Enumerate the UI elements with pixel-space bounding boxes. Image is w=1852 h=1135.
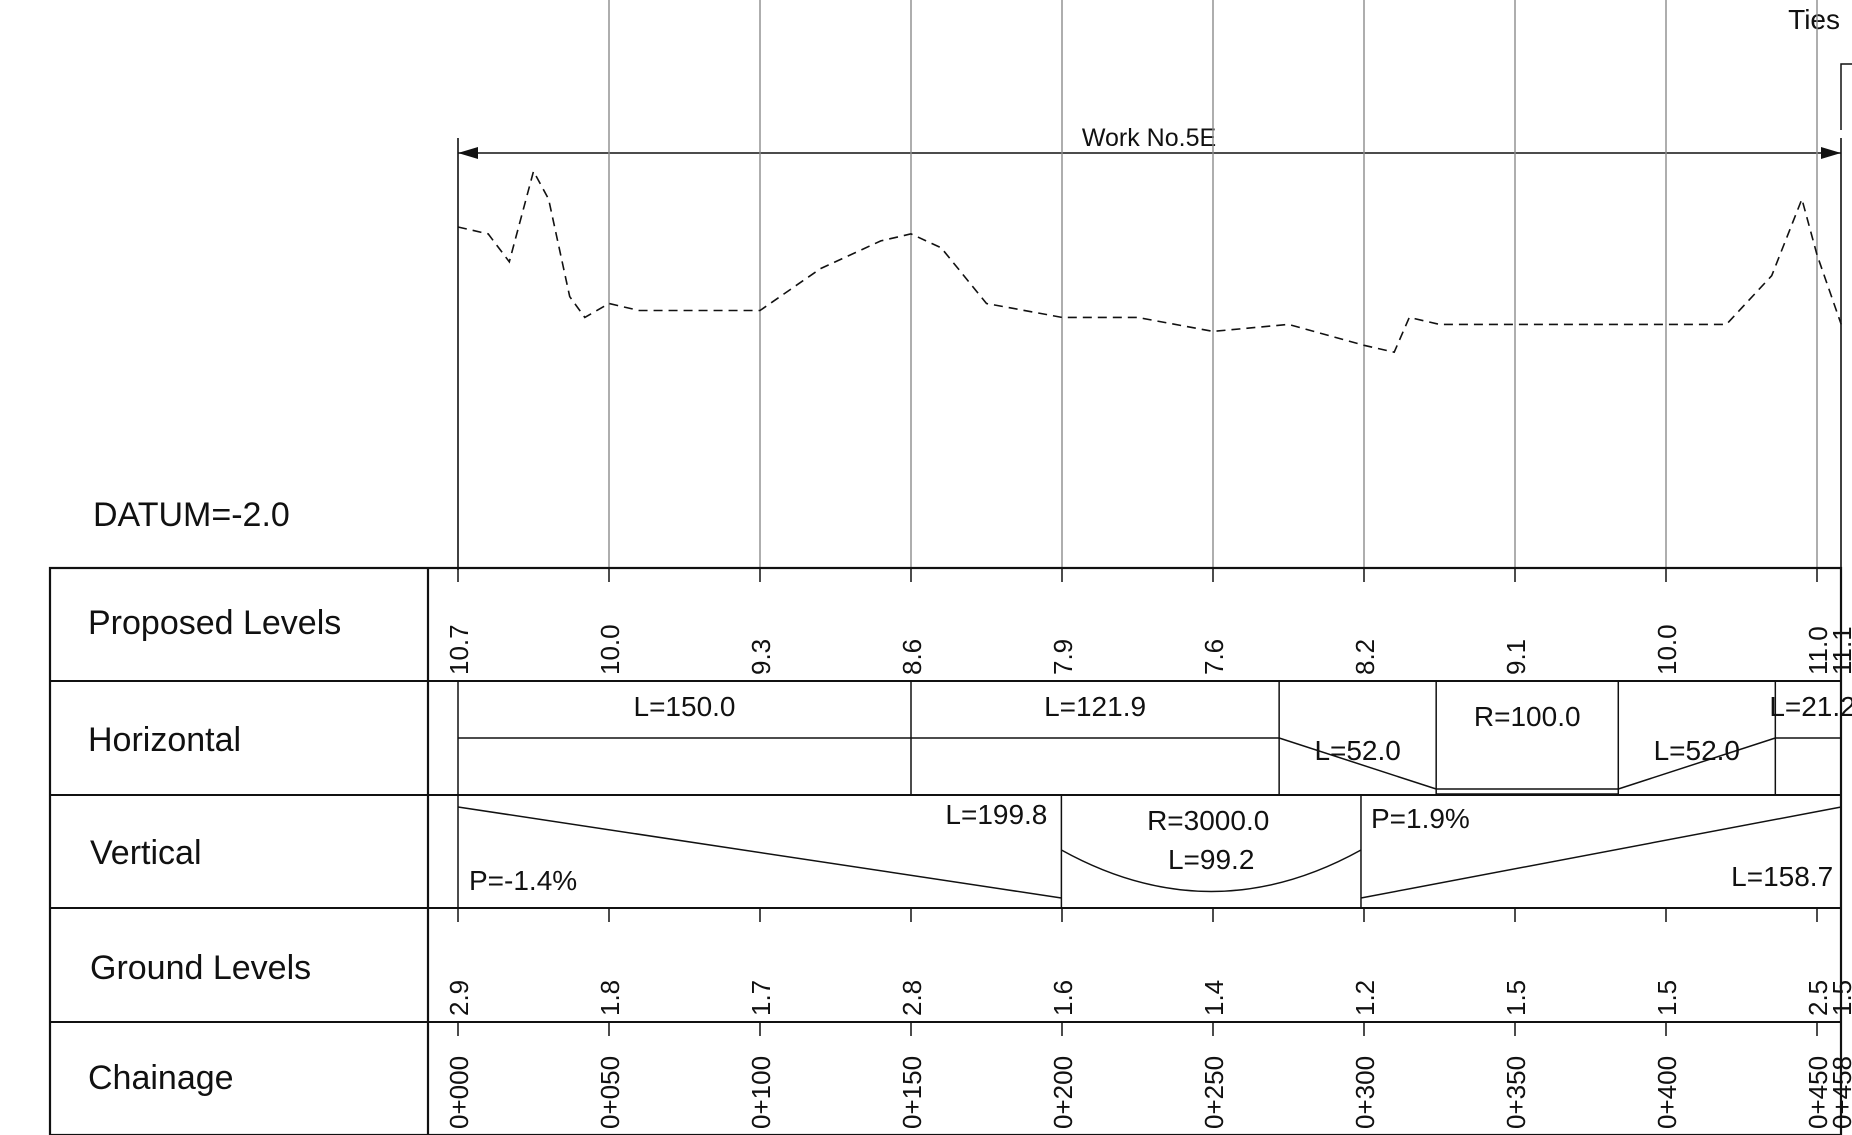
- chainage-value: 0+350: [1501, 1056, 1531, 1129]
- vertical-radius-label: R=3000.0: [1147, 805, 1269, 836]
- chainage-value: 0+400: [1652, 1056, 1682, 1129]
- ground-level-value: 1.5: [1652, 980, 1682, 1016]
- horizontal-segment-label: L=121.9: [1044, 691, 1146, 722]
- horizontal-element-line: [1618, 737, 1776, 790]
- proposed-level-value: 8.6: [897, 639, 927, 675]
- ground-level-line: [457, 169, 1842, 354]
- datum-label: DATUM=-2.0: [93, 496, 290, 534]
- ground-level-value: 1.4: [1199, 980, 1229, 1016]
- ground-level-value: 2.9: [444, 980, 474, 1016]
- vertical-grade-down: [457, 806, 1062, 899]
- chainage-value: 0+050: [595, 1056, 625, 1129]
- ground-level-value: 2.5: [1803, 980, 1833, 1016]
- chainage-value: 0+450: [1803, 1056, 1833, 1129]
- chainage-value: 0+300: [1350, 1056, 1380, 1129]
- row-label-proposed-levels: Proposed Levels: [88, 604, 341, 642]
- vertical-grade-label: P=1.9%: [1371, 803, 1470, 834]
- ground-level-value: 1.2: [1350, 980, 1380, 1016]
- drawing-title: Ties: [1788, 4, 1840, 35]
- chainage-value: 0+150: [897, 1056, 927, 1129]
- ground-level-value: 1.7: [746, 980, 776, 1016]
- chainage-value: 0+250: [1199, 1056, 1229, 1129]
- row-label-chainage: Chainage: [88, 1059, 234, 1097]
- proposed-level-value: 8.2: [1350, 639, 1380, 675]
- work-extent-dimension: Work No.5E: [457, 124, 1842, 570]
- ground-level-value: 1.8: [595, 980, 625, 1016]
- horizontal-segment-label: L=21.2: [1769, 691, 1852, 722]
- ground-level-value: 2.8: [897, 980, 927, 1016]
- row-label-ground-levels: Ground Levels: [90, 949, 311, 987]
- vertical-length-label: L=99.2: [1168, 844, 1254, 875]
- row-label-vertical: Vertical: [90, 834, 202, 872]
- vertical-grade-up: [1360, 806, 1842, 899]
- proposed-level-value: 11.0: [1803, 626, 1833, 675]
- horizontal-alignment-row: L=150.0 L=121.9 L=52.0 R=100.0 L=52.0 L=21.2: [457, 681, 1852, 795]
- ground-level-values: 2.9 1.8 1.7 2.8 1.6 1.4 1.2 1.5 1.5 2.51.5: [444, 980, 1852, 1016]
- horizontal-element-line: [1278, 737, 1437, 790]
- row-label-horizontal: Horizontal: [88, 721, 241, 759]
- proposed-level-value: 11.1: [1827, 626, 1852, 675]
- horizontal-segment-label: L=52.0: [1314, 735, 1400, 766]
- vertical-length-label: L=158.7: [1731, 861, 1833, 892]
- station-ticks: [457, 568, 1842, 1036]
- proposed-level-value: 10.0: [595, 624, 625, 675]
- chainage-value: 0+100: [746, 1056, 776, 1129]
- vertical-sag-curve: [1061, 849, 1362, 893]
- vertical-grade-label: P=-1.4%: [469, 865, 577, 896]
- ground-level-value: 1.5: [1827, 980, 1852, 1016]
- proposed-level-value: 7.9: [1048, 639, 1078, 675]
- ground-level-value: 1.6: [1048, 980, 1078, 1016]
- vertical-alignment-row: P=-1.4% L=199.8 R=3000.0 L=99.2 P=1.9% L=158.…: [457, 795, 1842, 908]
- station-gridlines: [608, 0, 1818, 568]
- ground-level-value: 1.5: [1501, 980, 1531, 1016]
- data-table-grid: [48, 566, 1843, 1135]
- horizontal-segment-label: L=150.0: [634, 691, 736, 722]
- proposed-level-value: 9.3: [746, 639, 776, 675]
- work-label: Work No.5E: [1082, 124, 1216, 152]
- frame-edge: [1840, 63, 1852, 130]
- chainage-values: 0+000 0+050 0+100 0+150 0+200 0+250 0+300 0+350…: [444, 1056, 1852, 1129]
- proposed-level-value: 7.6: [1199, 639, 1229, 675]
- chainage-value: 0+200: [1048, 1056, 1078, 1129]
- proposed-level-value: 9.1: [1501, 639, 1531, 675]
- chainage-value: 0+458: [1827, 1056, 1852, 1129]
- proposed-level-values: 10.7 10.0 9.3 8.6 7.9 7.6 8.2 9.1 10.0 11.011.1: [444, 624, 1852, 675]
- proposed-level-value: 10.7: [444, 624, 474, 675]
- vertical-length-label: L=199.8: [945, 799, 1047, 830]
- horizontal-segment-label: R=100.0: [1474, 701, 1581, 732]
- horizontal-segment-label: L=52.0: [1654, 735, 1740, 766]
- chainage-value: 0+000: [444, 1056, 474, 1129]
- proposed-level-value: 10.0: [1652, 624, 1682, 675]
